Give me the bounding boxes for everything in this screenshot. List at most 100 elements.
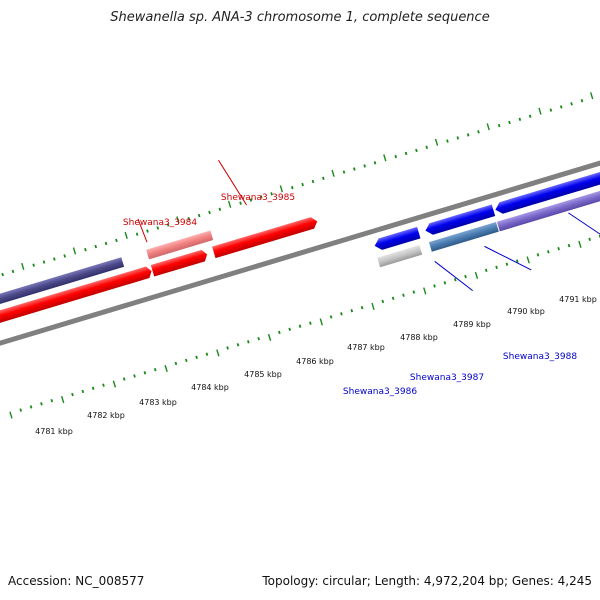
gene-label-reverse[interactable]: Shewana3_3988 [503, 352, 577, 362]
kbp-tick-label: 4783 kbp [139, 398, 177, 407]
minor-tick [11, 269, 15, 274]
major-tick [176, 216, 180, 224]
major-tick [227, 200, 232, 208]
major-tick [319, 318, 323, 326]
minor-tick [311, 179, 315, 184]
minor-tick [329, 315, 333, 319]
gene-label-leader [218, 159, 247, 206]
minor-tick [363, 164, 366, 168]
forward-feature-pseudo[interactable] [146, 230, 214, 260]
forward-feature[interactable] [0, 257, 125, 314]
minor-tick [353, 167, 356, 171]
accession-text: Accession: NC_008577 [8, 574, 145, 588]
minor-tick [497, 123, 501, 128]
minor-tick [350, 309, 354, 313]
upper-tick-track [1, 92, 594, 277]
minor-tick [290, 185, 294, 190]
minor-tick [518, 117, 522, 122]
kbp-label-group: 4781 kbp 4782 kbp 4783 kbp 4784 kbp 4785… [35, 295, 597, 436]
minor-tick [342, 170, 346, 174]
minor-tick [360, 305, 364, 310]
minor-tick [153, 367, 157, 372]
minor-tick [567, 243, 571, 248]
major-tick [21, 262, 25, 270]
major-tick [61, 395, 65, 404]
minor-tick [146, 229, 149, 233]
kbp-tick-label: 4791 kbp [559, 295, 597, 304]
major-tick [216, 349, 220, 357]
minor-tick [404, 151, 408, 156]
minor-tick [205, 352, 209, 356]
minor-tick [53, 257, 56, 261]
minor-tick [156, 226, 160, 230]
minor-tick [29, 405, 33, 409]
reverse-cds-feature[interactable] [424, 204, 496, 237]
major-tick [590, 92, 594, 100]
minor-tick [381, 299, 385, 304]
gene-label-forward[interactable]: Shewana3_3984 [123, 218, 197, 228]
gene-label-reverse[interactable]: Shewana3_3986 [343, 387, 417, 397]
major-tick [164, 364, 168, 373]
minor-tick [208, 210, 211, 215]
gene-label-leader [568, 212, 600, 238]
major-tick [423, 287, 427, 295]
minor-tick [249, 198, 253, 202]
reverse-feature[interactable] [428, 222, 499, 252]
chromosome-backbone [0, 156, 600, 352]
minor-tick [508, 120, 511, 125]
minor-tick [402, 293, 405, 297]
major-tick [578, 240, 582, 248]
minor-tick [91, 386, 95, 391]
minor-tick [257, 336, 260, 341]
kbp-tick-label: 4785 kbp [244, 370, 282, 379]
kbp-tick-label: 4790 kbp [507, 307, 545, 316]
minor-tick [135, 232, 139, 236]
kbp-tick-label: 4788 kbp [400, 333, 438, 342]
minor-tick [81, 389, 85, 394]
minor-tick [187, 216, 191, 221]
major-tick [486, 123, 490, 131]
gene-label-forward[interactable]: Shewana3_3985 [221, 193, 295, 203]
minor-tick [236, 343, 240, 347]
kbp-tick-label: 4784 kbp [191, 383, 229, 392]
minor-tick [456, 136, 460, 140]
minor-tick [559, 105, 563, 109]
minor-tick [570, 102, 573, 106]
minor-tick [19, 408, 23, 412]
minor-tick [63, 254, 66, 258]
minor-tick [464, 274, 467, 279]
major-tick [9, 411, 13, 419]
minor-tick [197, 213, 201, 218]
minor-tick [1, 272, 4, 277]
reverse-cds-feature[interactable] [373, 226, 421, 252]
minor-tick [94, 244, 98, 249]
minor-tick [71, 392, 74, 397]
minor-tick [288, 327, 291, 332]
kbp-tick-label: 4781 kbp [35, 427, 73, 436]
minor-tick [102, 383, 105, 387]
major-tick [474, 271, 479, 279]
reverse-cds-feature[interactable] [494, 164, 600, 216]
minor-tick [301, 182, 304, 187]
minor-tick [415, 148, 418, 153]
gene-label-reverse[interactable]: Shewana3_3987 [410, 373, 484, 383]
reverse-feature[interactable] [496, 182, 600, 232]
minor-tick [247, 340, 250, 344]
minor-tick [425, 145, 429, 149]
minor-tick [309, 321, 312, 325]
minor-tick [122, 377, 126, 381]
kbp-tick-label: 4782 kbp [87, 411, 125, 420]
major-tick [538, 107, 542, 115]
reverse-feature-pseudo[interactable] [377, 245, 423, 268]
minor-tick [166, 223, 170, 227]
major-tick [112, 380, 117, 388]
forward-cds-feature[interactable] [150, 249, 209, 277]
forward-cds-feature[interactable] [0, 265, 153, 331]
minor-tick [104, 241, 108, 246]
minor-tick [433, 284, 436, 288]
forward-cds-feature[interactable] [212, 216, 319, 259]
minor-tick [174, 361, 178, 366]
major-tick [434, 138, 439, 146]
minor-tick [239, 201, 242, 205]
